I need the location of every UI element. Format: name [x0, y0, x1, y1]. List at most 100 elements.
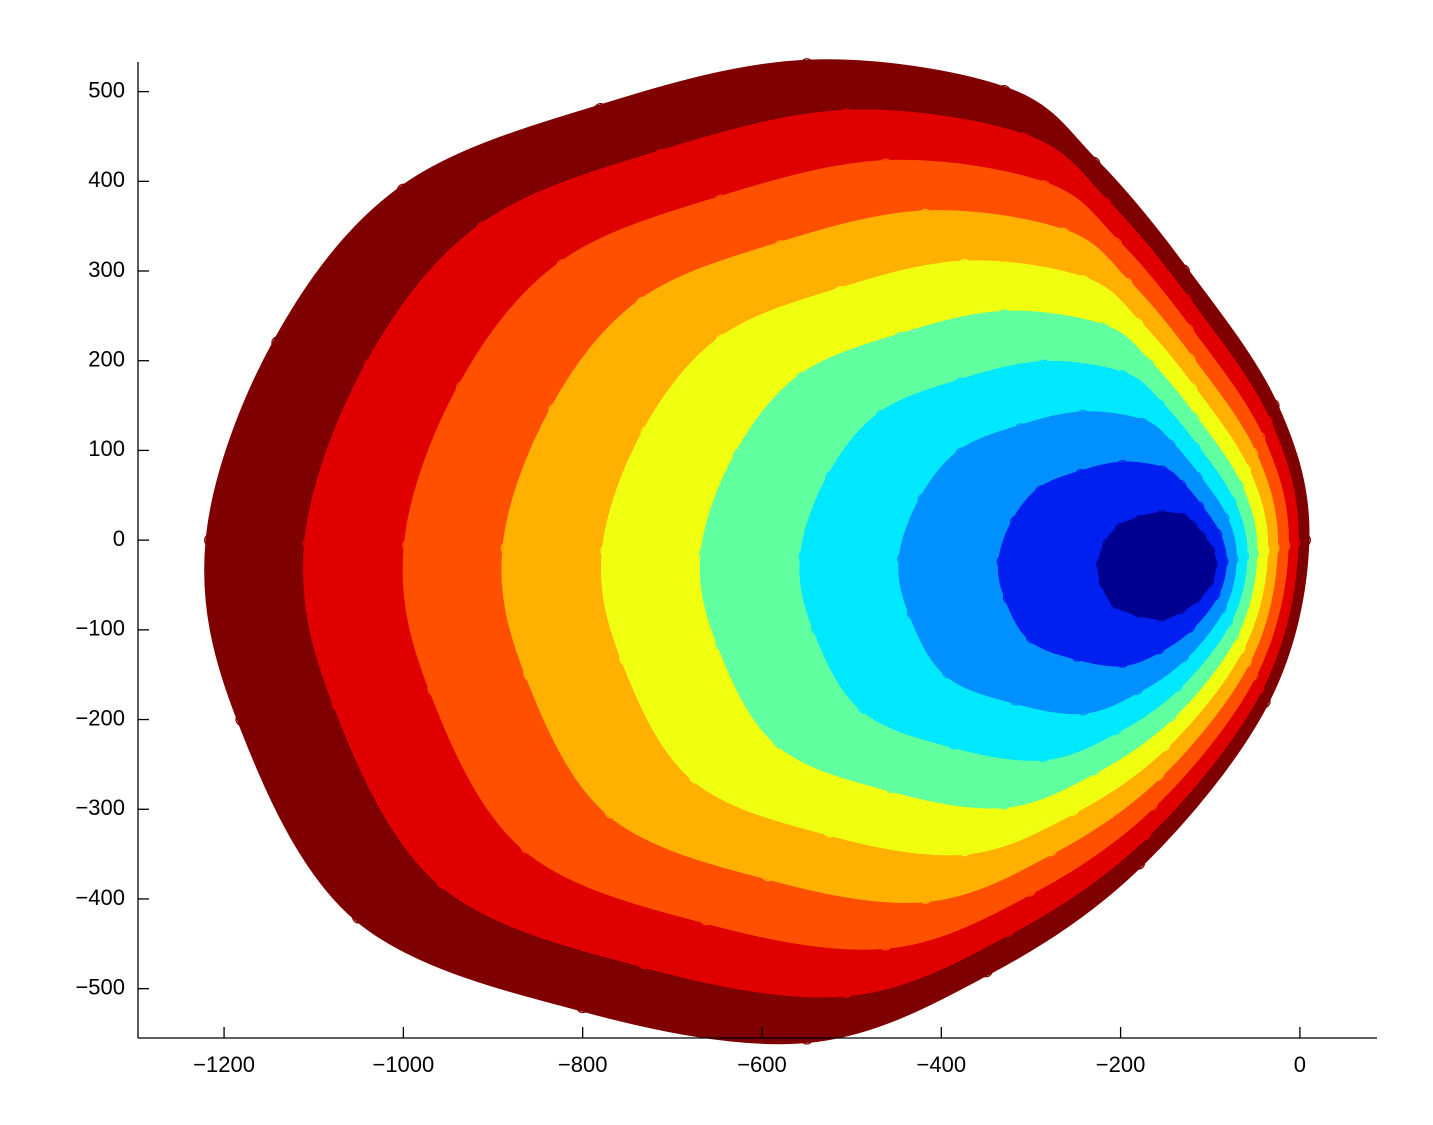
- scatter-point: [1044, 843, 1058, 857]
- y-tick-label: 200: [88, 347, 125, 372]
- scatter-point: [1009, 692, 1023, 706]
- scatter-point: [548, 403, 562, 417]
- axes: −1200 −1000 −800 −600 −400 −200 0−500−400−300−…: [75, 62, 1377, 1077]
- scatter-point: [1173, 600, 1187, 615]
- scatter-point: [476, 221, 490, 235]
- scatter-point: [235, 712, 249, 727]
- scatter-point: [1036, 180, 1051, 194]
- scatter-point: [997, 85, 1011, 99]
- scatter-point: [271, 336, 285, 350]
- y-tick-label: −400: [75, 885, 125, 910]
- scatter-point: [636, 296, 650, 310]
- scatter-point: [1257, 695, 1271, 709]
- scatter-point: [918, 890, 932, 904]
- scatter-point: [732, 448, 747, 462]
- scatter-point: [1074, 468, 1088, 483]
- scatter-point: [402, 538, 416, 553]
- scatter-point: [1219, 614, 1233, 628]
- scatter-point: [1036, 359, 1051, 373]
- scatter-point: [714, 194, 728, 208]
- scatter-point: [689, 770, 703, 784]
- scatter-point: [879, 937, 893, 951]
- scatter-point: [906, 606, 921, 620]
- scatter-point: [576, 1000, 590, 1014]
- scatter-point: [773, 735, 787, 749]
- y-tick-label: 400: [88, 167, 125, 192]
- scatter-point: [1087, 156, 1101, 170]
- scatter-point: [1230, 479, 1244, 493]
- scatter-point: [363, 358, 377, 372]
- scatter-point: [715, 334, 730, 348]
- scatter-point: [839, 984, 853, 998]
- scatter-point: [1266, 398, 1280, 413]
- scatter-point: [1097, 197, 1112, 211]
- scatter-point: [1002, 590, 1017, 605]
- scatter-point: [810, 621, 825, 635]
- scatter-point: [436, 875, 450, 889]
- scatter-point: [698, 546, 713, 561]
- scatter-point: [800, 58, 814, 72]
- scatter-point: [1115, 654, 1129, 668]
- scatter-point: [1134, 514, 1148, 528]
- scatter-point: [1244, 447, 1259, 461]
- scatter-point: [1151, 641, 1165, 655]
- scatter-point: [1119, 277, 1133, 292]
- scatter-point: [351, 910, 366, 924]
- scatter-point: [917, 493, 931, 507]
- x-tick-label: −600: [737, 1052, 787, 1077]
- scatter-point: [455, 381, 470, 395]
- scatter-point: [1174, 512, 1189, 527]
- scatter-point: [1182, 619, 1196, 633]
- scatter-point: [1207, 587, 1221, 601]
- scatter-point: [825, 470, 839, 484]
- scatter-point: [1115, 370, 1129, 384]
- scatter-point: [1138, 826, 1152, 841]
- scatter-point: [1192, 530, 1207, 545]
- scatter-point: [1155, 510, 1169, 524]
- y-tick-label: −100: [75, 616, 125, 641]
- scatter-point: [1096, 557, 1110, 571]
- scatter-point: [1252, 431, 1266, 445]
- scatter-point: [955, 447, 969, 461]
- scatter-point: [1132, 604, 1147, 618]
- scatter-point: [1259, 415, 1273, 429]
- scatter-point: [879, 158, 893, 172]
- scatter-point: [894, 331, 908, 345]
- y-tick-label: 100: [88, 436, 125, 461]
- scatter-point: [1110, 595, 1124, 609]
- scatter-point: [1232, 641, 1246, 655]
- scatter-point: [918, 208, 932, 222]
- scatter-point: [1115, 459, 1129, 474]
- scatter-point: [1183, 382, 1198, 397]
- scatter-point: [979, 964, 993, 978]
- scatter-point: [331, 697, 345, 711]
- y-tick-label: −500: [75, 974, 125, 999]
- scatter-point: [1108, 721, 1122, 736]
- scatter-point: [1036, 748, 1051, 763]
- scatter-point: [1155, 465, 1169, 479]
- scatter-point: [523, 667, 537, 681]
- scatter-point: [654, 148, 668, 162]
- scatter-point: [897, 552, 911, 566]
- scatter-point: [1155, 607, 1169, 622]
- scatter-point: [637, 956, 652, 970]
- scatter-point: [1135, 417, 1149, 432]
- scatter-point: [947, 736, 961, 750]
- scatter-point: [1163, 708, 1177, 722]
- scatter-point: [1026, 630, 1040, 644]
- scatter-point: [556, 259, 570, 273]
- scatter-point: [1191, 501, 1205, 515]
- scatter-point: [427, 682, 441, 696]
- scatter-point: [1076, 409, 1090, 423]
- scatter-point: [761, 868, 775, 882]
- x-tick-label: −1000: [372, 1052, 434, 1077]
- scatter-point: [302, 536, 316, 550]
- scatter-point: [1151, 398, 1165, 413]
- scatter-point: [1188, 590, 1202, 604]
- x-tick-label: 0: [1294, 1052, 1306, 1077]
- plot-area: [204, 58, 1311, 1045]
- scatter-point: [1130, 318, 1144, 332]
- scatter-point: [1183, 520, 1198, 534]
- scatter-point: [875, 409, 889, 423]
- scatter-point: [1238, 654, 1252, 668]
